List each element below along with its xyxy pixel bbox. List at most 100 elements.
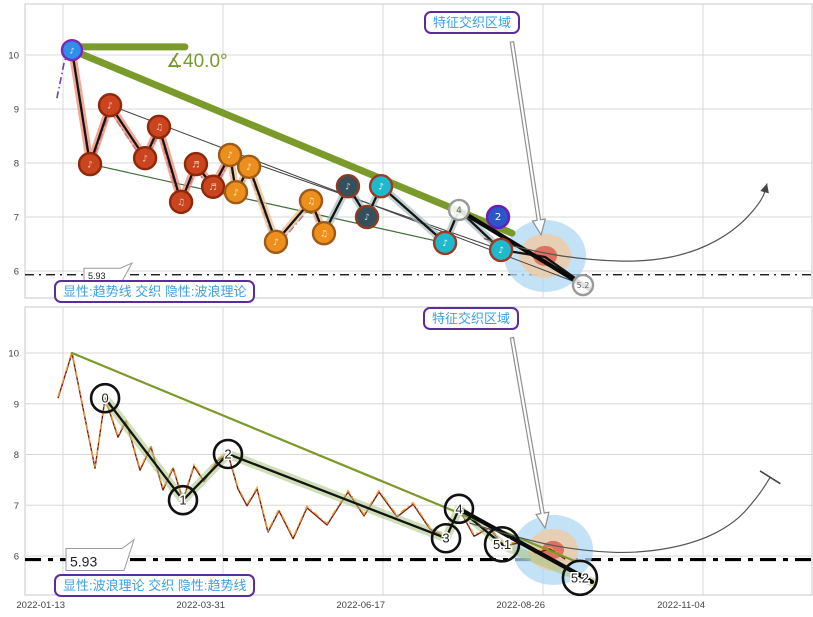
wave-marker-white bbox=[571, 273, 595, 297]
y-tick-label: 6 bbox=[14, 552, 19, 563]
wave-marker-red bbox=[132, 145, 158, 171]
wave-marker-glyph: ♫ bbox=[177, 198, 185, 208]
wave-marker-glyph: ♪ bbox=[69, 46, 74, 55]
y-tick-label: 8 bbox=[14, 450, 19, 461]
plot-border bbox=[24, 306, 813, 596]
wave-marker-glyph: ♪ bbox=[378, 182, 384, 192]
wave-marker-red bbox=[183, 151, 209, 177]
wave-count-circle bbox=[89, 382, 121, 414]
wave-count-circle bbox=[483, 526, 521, 563]
wave-marker-orange bbox=[311, 220, 337, 246]
y-tick-label: 10 bbox=[8, 349, 19, 360]
plot-border bbox=[24, 3, 813, 299]
y-tick-label: 9 bbox=[14, 105, 19, 116]
wave-count-label: 4 bbox=[455, 501, 462, 516]
y-tick-label: 7 bbox=[14, 213, 19, 224]
wave-count-label: 3 bbox=[442, 531, 449, 546]
wave-marker-glyph: ♪ bbox=[345, 182, 351, 192]
wave-marker-peak bbox=[60, 38, 84, 62]
wave-marker-glyph: ♪ bbox=[227, 151, 233, 161]
curve-arrowhead bbox=[760, 183, 769, 194]
x-tick-label: 2022-03-31 bbox=[176, 600, 225, 611]
curve-endbar bbox=[759, 470, 781, 485]
legend-bottom: 显性:波浪理论 交织 隐性:趋势线 bbox=[54, 574, 256, 597]
wave-marker-glyph: ♪ bbox=[498, 246, 504, 256]
wave-marker-orange bbox=[298, 188, 324, 214]
price-line-overlay bbox=[57, 351, 566, 559]
channel-line bbox=[89, 163, 446, 244]
wave-marker-orange bbox=[263, 229, 289, 255]
wave-marker-glyph: ♬ bbox=[192, 160, 200, 170]
trend-line bbox=[68, 46, 516, 237]
wave-marker-glyph: ♪ bbox=[364, 213, 370, 223]
wave-marker-glyph: ♪ bbox=[142, 154, 148, 164]
wave-marker-red bbox=[168, 189, 194, 215]
wave-marker-slate bbox=[354, 204, 380, 230]
wave-marker-glyph: 5.2 bbox=[577, 281, 590, 290]
projection-curve bbox=[483, 183, 768, 262]
wave-count-label: 5.2 bbox=[571, 570, 589, 585]
wave-glow bbox=[100, 393, 597, 587]
wave-marker-glyph: ♫ bbox=[307, 197, 315, 207]
x-tick-label: 2022-08-26 bbox=[496, 600, 545, 611]
price-line bbox=[57, 352, 566, 560]
zone-pointer-arrow bbox=[509, 41, 547, 237]
wave-count-circle bbox=[212, 438, 244, 470]
wave-marker-white bbox=[447, 198, 471, 222]
legend-top: 显性:趋势线 交织 隐性:波浪理论 bbox=[54, 280, 256, 303]
channel-line bbox=[229, 154, 502, 251]
wave-marker-cyan bbox=[488, 237, 514, 263]
wave-marker-cyan bbox=[368, 174, 394, 199]
wave-marker-red bbox=[97, 93, 123, 118]
y-tick-label: 9 bbox=[14, 399, 19, 410]
y-tick-label: 6 bbox=[14, 267, 19, 278]
x-tick-label: 2022-01-13 bbox=[16, 600, 65, 611]
wave-marker-glyph: ♫ bbox=[155, 123, 163, 133]
y-tick-label: 10 bbox=[8, 51, 19, 62]
angle-annotation: ∡40.0° bbox=[166, 51, 228, 72]
wave-marker-glyph: ♫ bbox=[320, 229, 328, 239]
wave-count-circle bbox=[443, 493, 475, 525]
wave-marker-glyph: ♪ bbox=[107, 101, 113, 111]
projection-curve bbox=[469, 477, 771, 554]
x-tick-label: 2022-06-17 bbox=[336, 600, 385, 611]
wave-count-circle bbox=[561, 559, 599, 597]
wave-marker-orange bbox=[236, 154, 262, 179]
wave-marker-blue2 bbox=[485, 204, 511, 230]
wave-marker-orange bbox=[217, 142, 243, 168]
wave-marker-red bbox=[146, 114, 172, 140]
terminal-wave-segment bbox=[456, 506, 595, 585]
wave-count-label: 0 bbox=[101, 391, 108, 406]
wave-count-circle bbox=[430, 522, 462, 554]
wave-count-label: 2 bbox=[224, 446, 231, 461]
wave-marker-slate bbox=[335, 174, 361, 199]
zone-pointer-arrow bbox=[509, 336, 550, 530]
wave-marker-glyph: 4 bbox=[456, 206, 462, 216]
threshold-flag bbox=[83, 262, 134, 282]
wave-count-label: 1 bbox=[179, 493, 186, 508]
wave-marker-glyph: ♬ bbox=[209, 183, 217, 193]
wave-marker-glyph: ♪ bbox=[442, 239, 448, 249]
y-tick-label: 8 bbox=[14, 159, 19, 170]
wave-marker-glyph: ♪ bbox=[233, 188, 239, 198]
wave-marker-glyph: 2 bbox=[495, 212, 501, 223]
wave-count-circle bbox=[167, 484, 199, 516]
wave-marker-red bbox=[77, 151, 103, 177]
threshold-value-label: 5.93 bbox=[88, 271, 106, 281]
wave-marker-red bbox=[200, 174, 226, 199]
threshold-value-label: 5.93 bbox=[70, 554, 97, 570]
x-tick-label: 2022-11-04 bbox=[657, 600, 705, 611]
wave-count-label: 5.1 bbox=[493, 537, 511, 552]
terminal-wave-segment bbox=[456, 207, 593, 292]
y-tick-label: 7 bbox=[14, 501, 19, 512]
wave-line bbox=[70, 49, 589, 289]
wave-marker-glyph: ♪ bbox=[273, 238, 279, 248]
wave-marker-glyph: ♪ bbox=[246, 163, 252, 173]
feature-zone-label-top: 特征交织区域 bbox=[424, 11, 521, 34]
wave-marker-orange bbox=[223, 179, 249, 205]
threshold-flag bbox=[65, 538, 135, 572]
wave-marker-glyph: ♪ bbox=[87, 160, 93, 170]
wave-marker-cyan bbox=[432, 230, 458, 256]
